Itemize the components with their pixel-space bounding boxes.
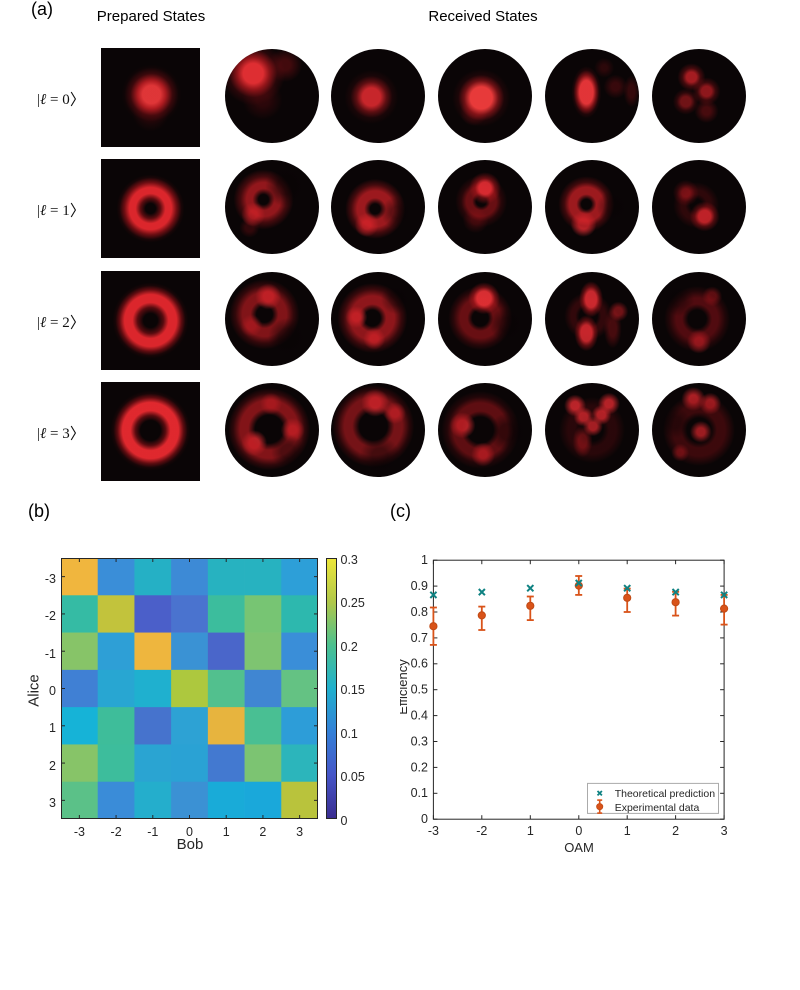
- svg-text:Efficiency: Efficiency: [400, 659, 410, 715]
- svg-text:3: 3: [721, 824, 728, 838]
- svg-text:0.9: 0.9: [411, 579, 428, 593]
- svg-text:0.3: 0.3: [411, 734, 428, 748]
- svg-text:0: 0: [575, 824, 582, 838]
- svg-text:1: 1: [624, 824, 631, 838]
- svg-text:0: 0: [421, 812, 428, 826]
- svg-text:0.6: 0.6: [411, 657, 428, 671]
- svg-text:1: 1: [527, 824, 534, 838]
- svg-text:0.1: 0.1: [411, 786, 428, 800]
- svg-text:0.8: 0.8: [411, 605, 428, 619]
- svg-text:1: 1: [421, 553, 428, 567]
- svg-text:0.5: 0.5: [411, 683, 428, 697]
- svg-text:-3: -3: [428, 824, 439, 838]
- svg-text:-2: -2: [476, 824, 487, 838]
- svg-text:0.4: 0.4: [411, 709, 428, 723]
- svg-text:OAM: OAM: [564, 840, 594, 855]
- svg-text:0.7: 0.7: [411, 631, 428, 645]
- svg-text:2: 2: [672, 824, 679, 838]
- svg-text:Theoretical prediction: Theoretical prediction: [615, 788, 716, 800]
- svg-text:Experimental data: Experimental data: [615, 802, 700, 814]
- svg-text:0.2: 0.2: [411, 760, 428, 774]
